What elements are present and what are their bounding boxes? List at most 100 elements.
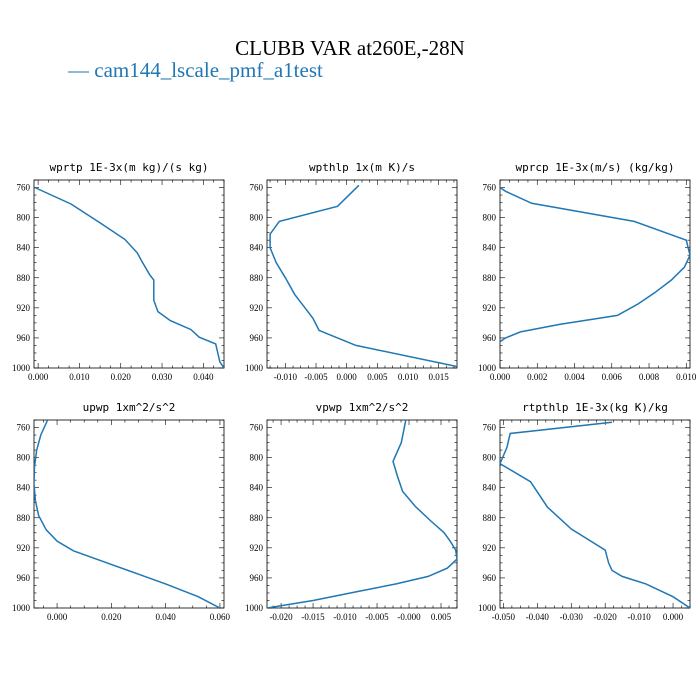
- x-tick-label: 0.000: [490, 372, 511, 382]
- series-line: [34, 420, 221, 608]
- panel-frame: [33, 419, 225, 609]
- panel-5: vpwp 1xm^2/s^2 760 800 840 880 920 960 1000 -0.0…: [245, 401, 458, 622]
- x-tick-label: 0.008: [639, 372, 660, 382]
- x-tick-label: -0.040: [526, 612, 550, 622]
- y-tick-label: 960: [250, 333, 264, 343]
- series-line: [500, 186, 690, 343]
- y-tick-label: 880: [17, 513, 31, 523]
- y-tick-label: 1000: [245, 363, 264, 373]
- x-tick-label: 0.006: [602, 372, 623, 382]
- x-tick-label: 0.000: [47, 612, 68, 622]
- y-tick-label: 960: [250, 573, 264, 583]
- x-tick-label: 0.000: [28, 372, 49, 382]
- y-tick-label: 760: [17, 423, 31, 433]
- y-tick-label: 1000: [245, 603, 264, 613]
- x-tick-label: 0.010: [676, 372, 697, 382]
- y-tick-label: 880: [483, 273, 497, 283]
- y-tick-label: 920: [483, 303, 497, 313]
- panel-title: wpthlp 1x(m K)/s: [309, 161, 415, 174]
- y-tick-label: 920: [17, 303, 31, 313]
- x-tick-label: 0.040: [193, 372, 214, 382]
- panel-1: wprtp 1E-3x(m kg)/(s kg) 760 800 840 880 920 9…: [12, 161, 225, 382]
- x-tick-label: 0.020: [111, 372, 132, 382]
- series-line: [34, 186, 224, 368]
- y-tick-label: 760: [250, 183, 264, 193]
- x-tick-label: 0.002: [527, 372, 547, 382]
- panel-title: wprtp 1E-3x(m kg)/(s kg): [50, 161, 209, 174]
- y-tick-label: 800: [250, 453, 264, 463]
- y-tick-label: 840: [483, 243, 497, 253]
- panel-frame: [499, 419, 691, 609]
- x-tick-label: 0.005: [367, 372, 388, 382]
- x-tick-label: -0.005: [365, 612, 389, 622]
- x-tick-label: 0.010: [398, 372, 419, 382]
- x-tick-label: 0.004: [564, 372, 585, 382]
- y-tick-label: 760: [483, 423, 497, 433]
- legend-line-icon: —: [68, 58, 89, 82]
- x-tick-label: 0.000: [337, 372, 358, 382]
- y-tick-label: 1000: [478, 363, 497, 373]
- x-tick-label: -0.020: [594, 612, 618, 622]
- panel-title: vpwp 1xm^2/s^2: [316, 401, 409, 414]
- y-tick-label: 880: [483, 513, 497, 523]
- y-tick-label: 840: [17, 243, 31, 253]
- series-line: [267, 420, 457, 608]
- y-tick-label: 800: [17, 213, 31, 223]
- x-tick-label: 0.030: [152, 372, 173, 382]
- panel-3: wprcp 1E-3x(m/s) (kg/kg) 760 800 840 880 920 9…: [478, 161, 697, 382]
- x-tick-label: -0.010: [627, 612, 651, 622]
- y-tick-label: 880: [250, 273, 264, 283]
- panel-6: rtpthlp 1E-3x(kg K)/kg 760 800 840 880 920 960…: [478, 401, 691, 622]
- x-tick-label: 0.000: [663, 612, 684, 622]
- legend-label: cam144_lscale_pmf_a1test: [94, 58, 323, 82]
- series-line: [500, 421, 690, 608]
- x-tick-label: -0.010: [333, 612, 357, 622]
- panel-frame: [499, 179, 691, 369]
- y-tick-label: 840: [483, 483, 497, 493]
- panel-2: wpthlp 1x(m K)/s 760 800 840 880 920 960 1000 -0…: [245, 161, 458, 382]
- series-line: [269, 184, 457, 368]
- y-tick-label: 1000: [12, 603, 31, 613]
- panel-4: upwp 1xm^2/s^2 760 800 840 880 920 960 1000 0.00…: [12, 401, 231, 622]
- y-tick-label: 960: [17, 333, 31, 343]
- x-tick-label: -0.000: [397, 612, 421, 622]
- legend: — cam144_lscale_pmf_a1test: [68, 58, 323, 83]
- x-tick-label: 0.060: [210, 612, 231, 622]
- y-tick-label: 880: [17, 273, 31, 283]
- x-tick-label: 0.015: [428, 372, 449, 382]
- x-tick-label: -0.010: [274, 372, 298, 382]
- y-tick-label: 800: [17, 453, 31, 463]
- x-tick-label: 0.020: [101, 612, 122, 622]
- panel-frame: [266, 179, 458, 369]
- x-tick-label: 0.010: [69, 372, 90, 382]
- y-tick-label: 840: [17, 483, 31, 493]
- y-tick-label: 960: [483, 333, 497, 343]
- y-tick-label: 1000: [12, 363, 31, 373]
- panel-frame: [33, 179, 225, 369]
- x-tick-label: 0.005: [431, 612, 452, 622]
- panel-title: upwp 1xm^2/s^2: [83, 401, 176, 414]
- y-tick-label: 800: [483, 213, 497, 223]
- y-tick-label: 920: [250, 303, 264, 313]
- y-tick-label: 880: [250, 513, 264, 523]
- y-tick-label: 800: [483, 453, 497, 463]
- panel-title: wprcp 1E-3x(m/s) (kg/kg): [516, 161, 675, 174]
- x-tick-label: -0.005: [304, 372, 328, 382]
- x-tick-label: -0.020: [269, 612, 293, 622]
- x-tick-label: -0.050: [492, 612, 516, 622]
- y-tick-label: 920: [483, 543, 497, 553]
- y-tick-label: 760: [17, 183, 31, 193]
- y-tick-label: 960: [483, 573, 497, 583]
- y-tick-label: 840: [250, 243, 264, 253]
- y-tick-label: 800: [250, 213, 264, 223]
- y-tick-label: 920: [250, 543, 264, 553]
- y-tick-label: 960: [17, 573, 31, 583]
- panel-title: rtpthlp 1E-3x(kg K)/kg: [522, 401, 668, 414]
- page-title: CLUBB VAR at260E,-28N: [235, 36, 465, 60]
- x-tick-label: 0.040: [156, 612, 177, 622]
- y-tick-label: 840: [250, 483, 264, 493]
- y-tick-label: 760: [250, 423, 264, 433]
- y-tick-label: 1000: [478, 603, 497, 613]
- x-tick-label: -0.030: [560, 612, 584, 622]
